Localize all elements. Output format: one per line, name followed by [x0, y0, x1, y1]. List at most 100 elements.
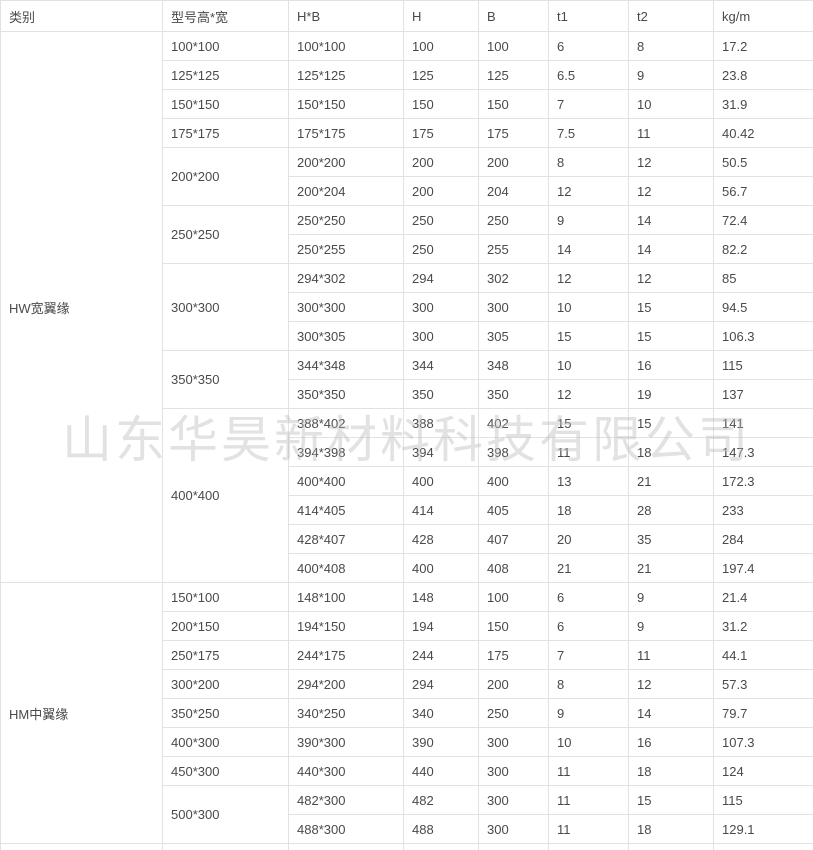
column-header: t1 [548, 0, 629, 32]
spec-cell: 44.1 [713, 640, 813, 670]
column-header: H [403, 0, 479, 32]
spec-cell: 21.4 [713, 582, 813, 612]
spec-cell: 12 [628, 669, 714, 699]
spec-cell: 300 [478, 292, 549, 322]
table-row: 394*398 394 398 11 18 147.3 [1, 437, 813, 467]
spec-cell: 400*400 [288, 466, 404, 496]
spec-cell: 106.3 [713, 321, 813, 351]
spec-cell: 255 [478, 234, 549, 264]
spec-cell: 250 [478, 205, 549, 235]
spec-cell: 250 [478, 698, 549, 728]
spec-cell: 414 [403, 495, 479, 525]
model-cell: 400*300 [162, 727, 289, 757]
spec-cell: 10 [628, 89, 714, 119]
spec-cell: 12 [548, 379, 629, 409]
spec-cell: 440 [403, 756, 479, 786]
table-row: 428*407 428 407 20 35 284 [1, 524, 813, 554]
spec-cell: 350 [403, 379, 479, 409]
spec-cell: 400 [403, 466, 479, 496]
table-body: HW宽翼缘 100*100 100*100 100 100 6 8 17.2 125*125 12… [0, 31, 813, 850]
spec-cell: 12 [548, 263, 629, 293]
spec-cell: 23.8 [713, 60, 813, 90]
spec-cell: 150*150 [288, 89, 404, 119]
spec-cell: 107.3 [713, 727, 813, 757]
spec-cell: 141 [713, 408, 813, 438]
spec-cell: 344*348 [288, 350, 404, 380]
spec-cell: 194*150 [288, 611, 404, 641]
table-row: 125*125 125*125 125 125 6.5 9 23.8 [1, 60, 813, 90]
table-row: 200*200 200*200 200 200 8 12 50.5 [1, 147, 813, 206]
spec-cell: 300 [403, 292, 479, 322]
spec-cell: 94.5 [713, 292, 813, 322]
spec-cell: 350*350 [288, 379, 404, 409]
spec-cell: 7.5 [548, 118, 629, 148]
spec-cell: 11 [548, 437, 629, 467]
spec-cell: 398 [478, 437, 549, 467]
spec-cell: 175 [478, 118, 549, 148]
spec-cell [162, 843, 289, 850]
spec-cell: 204 [478, 176, 549, 206]
spec-cell: 244*175 [288, 640, 404, 670]
spec-cell: 12 [628, 263, 714, 293]
spec-cell: 300 [478, 756, 549, 786]
spec-cell: 340 [403, 698, 479, 728]
table-row: 250*250 250*250 250 250 9 14 72.4 [1, 205, 813, 264]
spec-cell: 15 [628, 785, 714, 815]
model-cell: 300*300 [162, 263, 289, 351]
spec-cell: 20 [548, 524, 629, 554]
model-cell: 125*125 [162, 60, 289, 90]
model-cell: 150*150 [162, 89, 289, 119]
spec-cell: 150 [478, 89, 549, 119]
spec-cell: 400*408 [288, 553, 404, 583]
spec-cell: 11 [628, 640, 714, 670]
table-row: 400*300 390*300 390 300 10 16 107.3 [1, 727, 813, 757]
spec-cell: 8 [548, 669, 629, 699]
spec-cell: 17.2 [713, 31, 813, 61]
spec-cell: 294 [403, 669, 479, 699]
spec-cell: 482 [403, 785, 479, 815]
model-cell: 250*175 [162, 640, 289, 670]
spec-cell: 6 [548, 31, 629, 61]
spec-cell: 388*402 [288, 408, 404, 438]
spec-cell: 7 [548, 640, 629, 670]
spec-cell: 428*407 [288, 524, 404, 554]
spec-cell: 21 [628, 466, 714, 496]
spec-cell: 13 [548, 466, 629, 496]
spec-cell: 124 [713, 756, 813, 786]
spec-cell: 482*300 [288, 785, 404, 815]
spec-cell: 440*300 [288, 756, 404, 786]
partial-next-row [0, 843, 813, 850]
model-cell: 175*175 [162, 118, 289, 148]
spec-cell: 18 [548, 495, 629, 525]
spec-cell: 14 [628, 205, 714, 235]
spec-cell: 147.3 [713, 437, 813, 467]
spec-cell [478, 843, 549, 850]
spec-cell: 11 [628, 118, 714, 148]
spec-cell: 200 [478, 669, 549, 699]
spec-cell: 250*250 [288, 205, 404, 235]
spec-cell: 488 [403, 814, 479, 844]
model-cell: 200*200 [162, 147, 289, 206]
spec-cell: 200 [403, 176, 479, 206]
spec-cell: 9 [548, 205, 629, 235]
table-row: HW宽翼缘 100*100 100*100 100 100 6 8 17.2 [0, 31, 813, 583]
spec-cell: 348 [478, 350, 549, 380]
spec-cell: 137 [713, 379, 813, 409]
spec-cell: 50.5 [713, 147, 813, 177]
spec-cell: 72.4 [713, 205, 813, 235]
spec-cell: 428 [403, 524, 479, 554]
spec-cell: 15 [548, 321, 629, 351]
spec-cell: 394*398 [288, 437, 404, 467]
table-row: 400*400 388*402 388 402 15 15 141 [1, 408, 813, 583]
spec-cell: 82.2 [713, 234, 813, 264]
spec-cell: 21 [548, 553, 629, 583]
spec-cell: 31.9 [713, 89, 813, 119]
spec-cell: 19 [628, 379, 714, 409]
spec-cell [713, 843, 813, 850]
spec-cell: 7 [548, 89, 629, 119]
spec-cell: 394 [403, 437, 479, 467]
spec-cell [548, 843, 629, 850]
spec-cell: 390 [403, 727, 479, 757]
table-row: 175*175 175*175 175 175 7.5 11 40.42 [1, 118, 813, 148]
